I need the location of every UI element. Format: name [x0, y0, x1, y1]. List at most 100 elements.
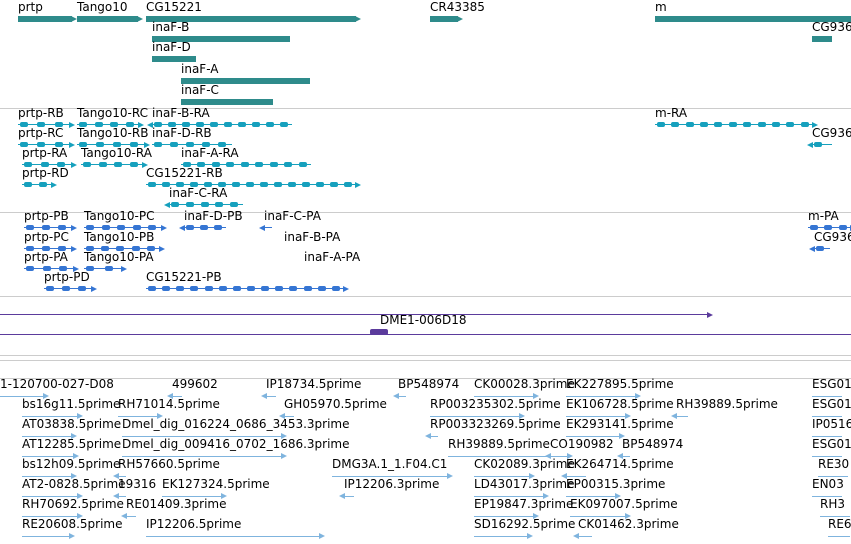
feature-label[interactable]: RE20608.5prime — [22, 517, 123, 531]
feature-glyph[interactable] — [448, 453, 573, 459]
feature-glyph[interactable] — [474, 533, 533, 539]
feature-label[interactable]: LD43017.3prime — [474, 477, 575, 491]
feature-glyph[interactable] — [181, 78, 310, 84]
feature-glyph[interactable] — [339, 493, 354, 499]
feature-label[interactable]: RH71014.5prime — [118, 397, 220, 411]
feature-label[interactable]: Tango10-RB — [77, 126, 149, 140]
feature-glyph[interactable] — [0, 393, 49, 399]
feature-label[interactable]: prtp-PD — [44, 270, 90, 284]
feature-glyph[interactable] — [655, 122, 818, 128]
feature-label[interactable]: EP19847.3prime — [474, 497, 574, 511]
feature-glyph[interactable] — [44, 286, 97, 292]
feature-label[interactable]: AT2-0828.5prime — [22, 477, 126, 491]
feature-label[interactable]: RH39889.5prime — [676, 397, 778, 411]
feature-glyph[interactable] — [24, 225, 77, 231]
feature-glyph[interactable] — [179, 225, 226, 231]
feature-glyph[interactable] — [828, 533, 850, 539]
feature-glyph[interactable] — [122, 453, 287, 459]
feature-label[interactable]: CG936 — [812, 20, 851, 34]
feature-label[interactable]: EK227895.5prime — [566, 377, 674, 391]
feature-label[interactable]: RH70692.5prime — [22, 497, 124, 511]
feature-label[interactable]: IP12206.3prime — [344, 477, 440, 491]
feature-label[interactable]: prtp-PB — [24, 209, 69, 223]
feature-glyph[interactable] — [566, 413, 631, 419]
feature-label[interactable]: EK264714.5prime — [566, 457, 674, 471]
feature-glyph[interactable] — [474, 393, 539, 399]
feature-glyph[interactable] — [812, 433, 842, 439]
feature-glyph[interactable] — [22, 162, 77, 168]
feature-glyph[interactable] — [474, 513, 539, 519]
feature-glyph[interactable] — [81, 162, 148, 168]
feature-glyph[interactable] — [566, 493, 621, 499]
feature-glyph[interactable] — [22, 473, 77, 479]
feature-glyph[interactable] — [77, 122, 144, 128]
feature-label[interactable]: IP18734.5prime — [266, 377, 362, 391]
feature-label[interactable]: CK00028.3prime — [474, 377, 575, 391]
feature-glyph[interactable] — [807, 142, 832, 148]
feature-glyph[interactable] — [18, 16, 77, 22]
feature-glyph[interactable] — [152, 56, 196, 62]
feature-glyph[interactable] — [113, 473, 126, 479]
feature-label[interactable]: prtp-RD — [22, 166, 69, 180]
feature-label[interactable]: RH3 — [820, 497, 845, 511]
feature-label[interactable]: inaF-D-RB — [152, 126, 212, 140]
feature-glyph[interactable] — [0, 312, 713, 318]
feature-glyph[interactable] — [566, 433, 625, 439]
feature-label[interactable]: Tango10-RA — [81, 146, 152, 160]
feature-glyph[interactable] — [122, 433, 287, 439]
feature-glyph[interactable] — [818, 473, 848, 479]
feature-label[interactable]: inaF-C — [181, 83, 219, 97]
feature-glyph[interactable] — [573, 533, 592, 539]
feature-label[interactable]: RP003323269.5prime — [430, 417, 561, 431]
feature-label[interactable]: EP00315.3prime — [566, 477, 666, 491]
feature-glyph[interactable] — [77, 142, 150, 148]
feature-glyph[interactable] — [425, 433, 438, 439]
feature-label[interactable]: CR43385 — [430, 0, 485, 14]
feature-glyph[interactable] — [18, 142, 75, 148]
feature-label[interactable]: Dmel_dig_016224_0686_3453.3prime — [122, 417, 350, 431]
feature-glyph[interactable] — [162, 493, 227, 499]
feature-glyph[interactable] — [655, 16, 851, 22]
feature-glyph[interactable] — [671, 413, 688, 419]
feature-glyph[interactable] — [279, 413, 294, 419]
feature-label[interactable]: EK097007.5prime — [570, 497, 678, 511]
feature-label[interactable]: prtp — [18, 0, 43, 14]
feature-glyph[interactable] — [181, 162, 311, 168]
feature-glyph[interactable] — [22, 493, 83, 499]
feature-label[interactable]: CO190982 — [550, 437, 614, 451]
feature-glyph[interactable] — [22, 453, 79, 459]
feature-label[interactable]: 19316 — [118, 477, 157, 491]
feature-glyph[interactable] — [812, 413, 842, 419]
feature-label[interactable]: prtp-PA — [24, 250, 68, 264]
feature-label[interactable]: m — [655, 0, 667, 14]
feature-label[interactable]: EK293141.5prime — [566, 417, 674, 431]
feature-glyph[interactable] — [22, 513, 83, 519]
feature-label[interactable]: ESG01 — [812, 437, 851, 451]
feature-glyph[interactable] — [118, 413, 163, 419]
feature-label[interactable]: Tango10-PA — [84, 250, 154, 264]
feature-glyph[interactable] — [77, 16, 143, 22]
feature-label[interactable]: prtp-RC — [18, 126, 64, 140]
feature-glyph[interactable] — [152, 142, 232, 148]
feature-glyph[interactable] — [561, 473, 586, 479]
feature-glyph[interactable] — [181, 99, 273, 105]
feature-label[interactable]: ESG01 — [812, 397, 851, 411]
feature-label[interactable]: inaF-B — [152, 20, 190, 34]
feature-label[interactable]: BP548974 — [622, 437, 684, 451]
feature-label[interactable]: IP0516 — [812, 417, 851, 431]
feature-glyph[interactable] — [146, 286, 349, 292]
feature-glyph[interactable] — [146, 182, 361, 188]
feature-label[interactable]: inaF-A — [181, 62, 219, 76]
feature-glyph[interactable] — [259, 225, 272, 231]
feature-glyph[interactable] — [22, 413, 83, 419]
feature-label[interactable]: prtp-RB — [18, 106, 64, 120]
feature-glyph[interactable] — [24, 246, 77, 252]
feature-label[interactable]: GH05970.5prime — [284, 397, 387, 411]
feature-label[interactable]: CG15221-RB — [146, 166, 223, 180]
feature-label[interactable]: 499602 — [172, 377, 218, 391]
feature-glyph[interactable] — [146, 533, 325, 539]
feature-label[interactable]: inaF-D-PB — [184, 209, 243, 223]
feature-glyph[interactable] — [474, 493, 549, 499]
feature-label[interactable]: CG15221 — [146, 0, 202, 14]
feature-label[interactable]: CG936 — [812, 126, 851, 140]
